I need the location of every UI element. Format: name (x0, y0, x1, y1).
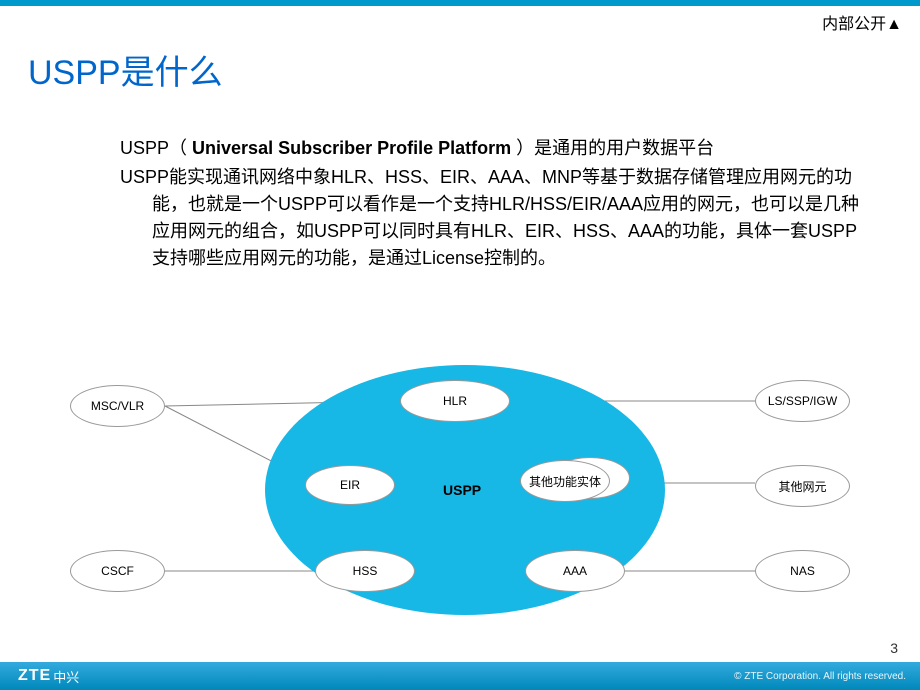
outer-node-msc: MSC/VLR (70, 385, 165, 427)
paragraph-1: USPP（ Universal Subscriber Profile Platf… (120, 135, 860, 162)
outer-node-other-ne: 其他网元 (755, 465, 850, 507)
inner-node-other-func: 其他功能实体 (520, 460, 610, 502)
p1-post: ）是通用的用户数据平台 (511, 138, 714, 158)
inner-node-hss: HSS (315, 550, 415, 592)
footer-bar: ZTE 中兴 © ZTE Corporation. All rights res… (0, 662, 920, 690)
footer-copyright: © ZTE Corporation. All rights reserved. (734, 671, 906, 682)
footer-logo: ZTE (18, 667, 51, 685)
paragraph-2: USPP能实现通讯网络中象HLR、HSS、EIR、AAA、MNP等基于数据存储管… (120, 164, 860, 272)
outer-node-nas: NAS (755, 550, 850, 592)
top-accent-bar (0, 0, 920, 6)
inner-node-hlr: HLR (400, 380, 510, 422)
uspp-diagram: USPP HLR EIR 其他功能实体 HSS AAA MSC/VLR CSCF LS/SSP/… (60, 355, 860, 625)
page-number: 3 (890, 640, 898, 656)
uspp-center-label: USPP (443, 482, 481, 498)
outer-node-cscf: CSCF (70, 550, 165, 592)
body-text: USPP（ Universal Subscriber Profile Platf… (120, 135, 860, 274)
p1-pre: USPP（ (120, 138, 192, 158)
footer-logo-cn: 中兴 (53, 667, 79, 686)
classification-label: 内部公开▲ (822, 10, 902, 34)
inner-node-eir: EIR (305, 465, 395, 505)
page-title: USPP是什么 (28, 45, 223, 94)
p1-bold: Universal Subscriber Profile Platform (192, 138, 511, 158)
inner-node-aaa: AAA (525, 550, 625, 592)
outer-node-ls: LS/SSP/IGW (755, 380, 850, 422)
